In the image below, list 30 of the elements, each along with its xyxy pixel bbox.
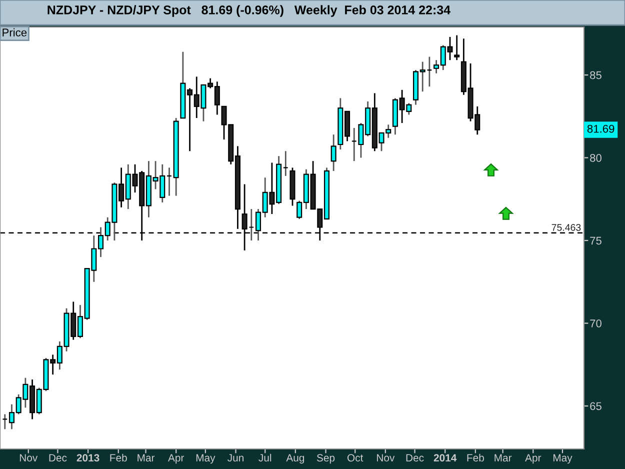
y-tick-label: 65 xyxy=(590,402,602,410)
candlestick xyxy=(454,34,460,61)
x-tick-label: Mar xyxy=(494,454,512,462)
x-tick-label: 2014 xyxy=(434,454,457,462)
ref-line-label: 75.463 xyxy=(552,224,581,231)
x-tick-label: May xyxy=(553,454,572,464)
x-tick-label: Nov xyxy=(377,454,395,462)
x-tick-label: Jun xyxy=(228,454,244,462)
x-tick-label: Jul xyxy=(258,454,272,462)
x-tick-label: Nov xyxy=(20,454,38,462)
y-tick-label: 80 xyxy=(590,154,602,162)
y-tick-label: 85 xyxy=(590,71,602,80)
x-tick-label: Feb xyxy=(110,454,127,462)
x-tick-label: Oct xyxy=(347,454,364,462)
text: 81.69 xyxy=(587,124,614,133)
x-tick-label: Mar xyxy=(138,454,155,462)
annotation: Price xyxy=(2,28,27,36)
chart-title: NZDJPY - NZD/JPY Spot 81.69 (-0.96%) Weekly Feb 03 2014 22:34 xyxy=(48,5,450,17)
x-tick-label: Sep xyxy=(316,454,335,464)
x-tick-label: Aug xyxy=(286,454,304,464)
x-tick-label: Apr xyxy=(168,454,184,464)
x-tick-label: Dec xyxy=(406,454,424,462)
x-tick-label: 2013 xyxy=(76,454,100,462)
x-tick-label: Apr xyxy=(525,454,542,464)
candlestick xyxy=(330,134,336,172)
x-tick-label: Feb xyxy=(467,454,484,462)
y-tick-label: 75 xyxy=(590,236,602,245)
x-tick-label: Dec xyxy=(49,454,67,462)
y-tick-label: 70 xyxy=(590,319,602,328)
x-tick-label: May xyxy=(196,454,216,464)
